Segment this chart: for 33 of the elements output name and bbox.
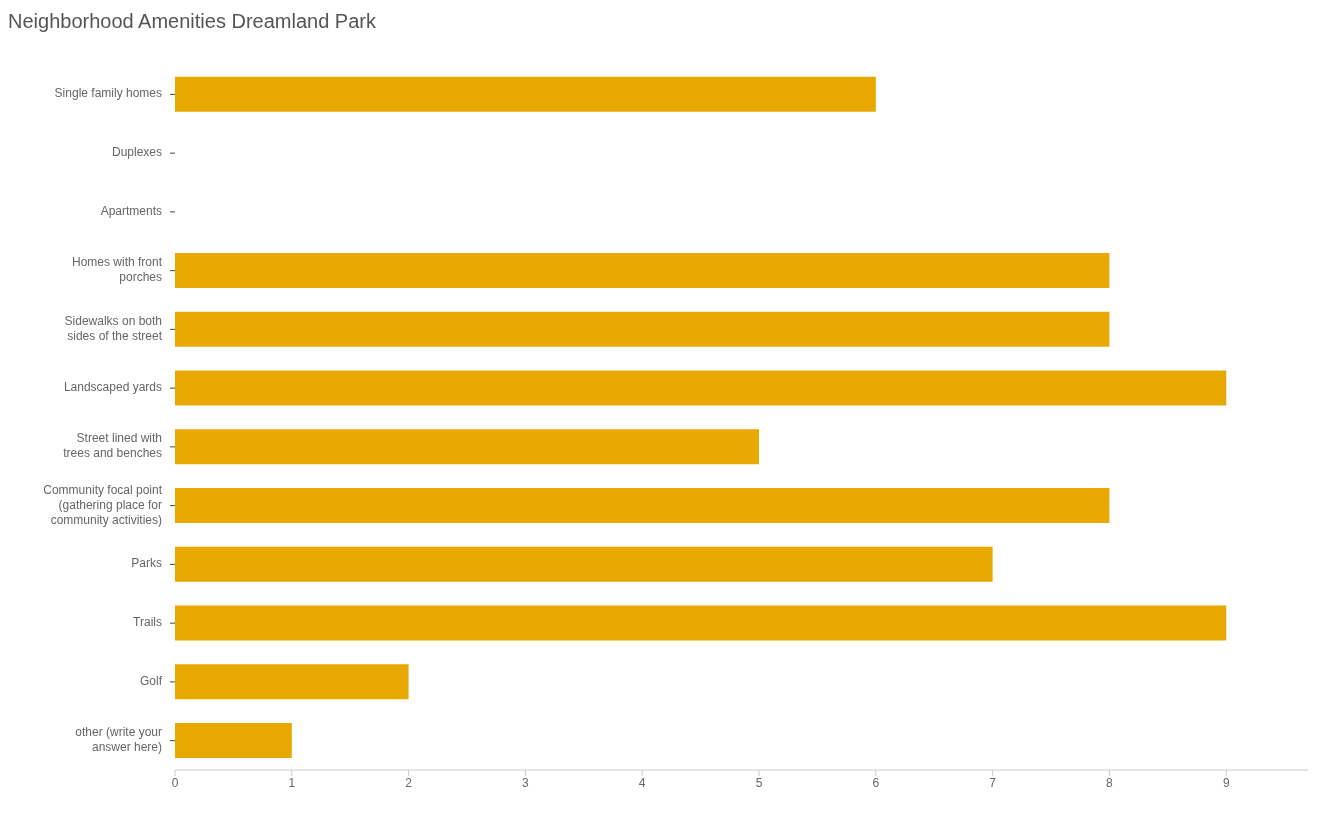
y-tick-label: other (write your answer here) [75,725,162,755]
bar [175,664,409,700]
y-tick-label: Community focal point (gathering place for community activities) [43,482,163,527]
bar [175,253,1110,288]
bar [175,429,760,465]
bar [175,76,876,112]
x-tick-label: 3 [522,775,530,790]
x-tick-label: 1 [288,775,296,790]
bar [175,723,292,758]
x-tick-label: 7 [989,775,997,790]
y-tick-label: Apartments [100,204,162,219]
bar [175,311,1110,347]
bar [175,370,1227,406]
x-tick-label: 4 [638,775,646,790]
x-tick-label: 5 [755,775,763,790]
y-tick-label: Single family homes [54,86,162,101]
x-tick-label: 0 [171,775,179,790]
x-tick-label: 6 [872,775,880,790]
bar [175,605,1227,641]
y-tick-label: Street lined with trees and benches [63,431,162,461]
y-tick-label: Golf [139,674,163,689]
x-tick-label: 8 [1106,775,1114,790]
y-tick-label: Landscaped yards [63,380,162,395]
y-tick-label: Homes with front porches [71,255,163,285]
chart-title: Neighborhood Amenities Dreamland Park [8,9,377,34]
x-tick-label: 2 [405,775,413,790]
bar [175,546,993,582]
y-tick-label: Trails [133,615,162,630]
y-tick-label: Sidewalks on both sides of the street [64,314,163,344]
bar [175,488,1110,523]
x-tick-label: 9 [1222,775,1230,790]
y-tick-label: Parks [131,556,162,571]
y-tick-label: Duplexes [111,145,162,160]
